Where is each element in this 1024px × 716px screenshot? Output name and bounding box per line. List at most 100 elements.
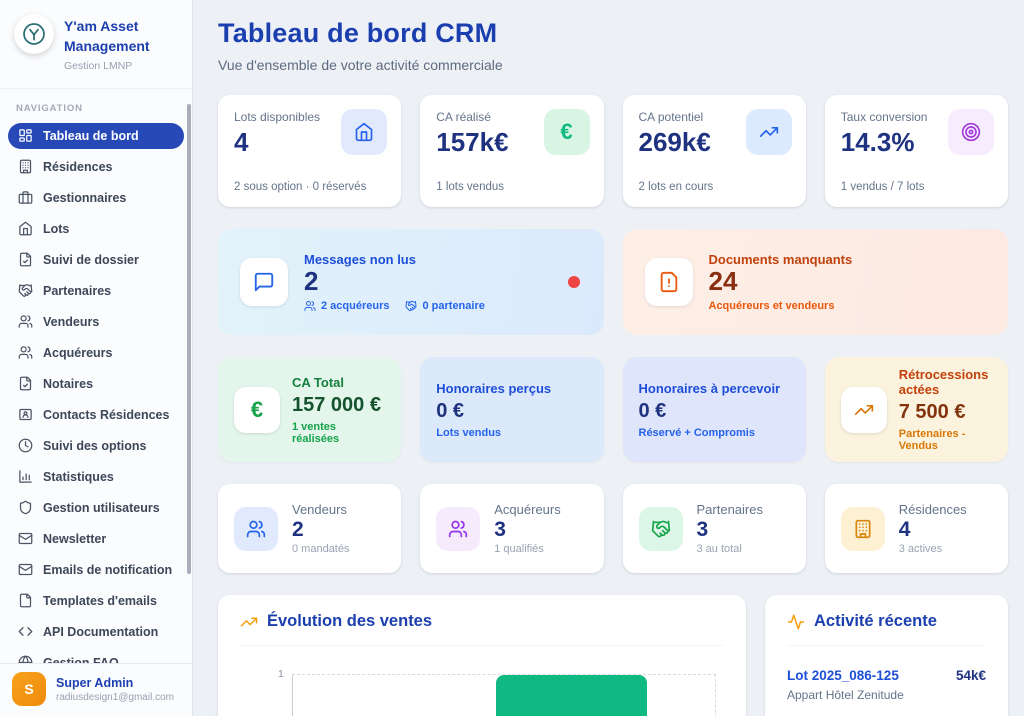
brand: Y'am Asset Management Gestion LMNP — [0, 0, 192, 89]
activity-item-subtitle: Appart Hôtel Zenitude — [787, 688, 904, 702]
activity-item-amount: 54k€ — [955, 668, 986, 683]
chart-plot-area — [292, 674, 716, 716]
kpi-sub: 2 lots en cours — [638, 181, 714, 193]
fin-sub: Lots vendus — [436, 426, 502, 439]
sidebar-item-vendeurs[interactable]: Vendeurs — [8, 309, 184, 335]
entities-row: Vendeurs 2 0 mandatés Acquéreurs 3 1 qua… — [218, 484, 1008, 573]
sidebar-item-label: Suivi des options — [43, 438, 147, 453]
kpi-label: Lots disponibles — [234, 110, 321, 124]
ent-label: Acquéreurs — [494, 502, 561, 517]
chart-bar — [495, 675, 648, 716]
sidebar-item-tableau-de-bord[interactable]: Tableau de bord — [8, 122, 184, 149]
ent-sub: 1 qualifiés — [494, 543, 544, 555]
unread-indicator-dot — [567, 276, 580, 288]
sidebar-item-templates-emails[interactable]: Templates d'emails — [8, 588, 184, 614]
sidebar-item-label: Vendeurs — [43, 314, 100, 329]
brand-subtitle: Gestion LMNP — [64, 59, 133, 72]
fin-value: 0 € — [436, 399, 465, 422]
sidebar-item-label: Tableau de bord — [43, 128, 139, 143]
kpi-value: 4 — [234, 127, 249, 157]
kpi-card-ca-potentiel: CA potentiel 269k€ 2 lots en cours — [622, 95, 806, 207]
sidebar-item-label: Statistiques — [43, 469, 114, 484]
activity-item-title: Lot 2025_086-125 — [787, 668, 899, 683]
sidebar-item-label: Newsletter — [43, 531, 107, 546]
sidebar-item-gestionnaires[interactable]: Gestionnaires — [8, 185, 184, 211]
fin-sub: 1 ventes réalisées — [292, 420, 340, 445]
handshake-icon — [638, 506, 683, 551]
ent-label: Partenaires — [696, 502, 763, 517]
partenaires-card: Partenaires 3 3 au total — [622, 484, 806, 573]
kpi-sub: 2 sous option · 0 réservés — [234, 181, 367, 193]
ent-sub: 0 mandatés — [292, 543, 350, 555]
ent-sub: 3 au total — [696, 543, 742, 555]
fin-value: 0 € — [638, 399, 667, 422]
mail-icon — [18, 562, 33, 577]
bottom-row: Évolution des ventes 1 Activité récente … — [218, 595, 1008, 716]
kpi-card-lots-disponibles: Lots disponibles 4 2 sous option · 0 rés… — [218, 95, 402, 207]
dashboard-icon — [18, 128, 33, 143]
mail-icon — [18, 531, 33, 546]
page-header: Tableau de bord CRM Vue d'ensemble de vo… — [218, 16, 1008, 95]
home-icon — [341, 109, 388, 155]
fin-value: 7 500 € — [898, 401, 966, 423]
sidebar-item-notaires[interactable]: Notaires — [8, 371, 184, 397]
page-subtitle: Vue d'ensemble de votre activité commerc… — [218, 57, 503, 73]
brand-title: Y'am Asset Management — [64, 18, 150, 55]
documents-sub: Acquéreurs et vendeurs — [708, 299, 835, 312]
sidebar-item-label: Lots — [43, 221, 70, 236]
sidebar-item-newsletter[interactable]: Newsletter — [8, 526, 184, 552]
sidebar-item-suivi-des-options[interactable]: Suivi des options — [8, 433, 184, 459]
honoraires-a-percevoir-card: Honoraires à percevoir 0 € Réservé + Com… — [622, 357, 806, 462]
building-icon — [840, 506, 885, 551]
sidebar-item-label: Gestionnaires — [43, 190, 127, 205]
messages-card[interactable]: Messages non lus 2 2 acquéreurs 0 parten… — [218, 229, 604, 335]
sidebar-item-suivi-de-dossier[interactable]: Suivi de dossier — [8, 247, 184, 273]
sales-evolution-panel: Évolution des ventes 1 — [218, 595, 746, 716]
documents-card[interactable]: Documents manquants 24 Acquéreurs et ven… — [622, 229, 1008, 335]
file-icon — [18, 593, 33, 608]
activity-icon — [787, 613, 805, 631]
activity-item[interactable]: Lot 2025_086-125 54k€ Appart Hôtel Zenit… — [787, 668, 986, 702]
sidebar-item-label: Acquéreurs — [43, 345, 113, 360]
documents-value: 24 — [708, 266, 738, 297]
file-check-icon — [18, 252, 33, 267]
sidebar-item-label: Partenaires — [43, 283, 112, 298]
user-name: Super Admin — [56, 675, 134, 690]
ent-value: 3 — [696, 518, 709, 541]
vendeurs-card: Vendeurs 2 0 mandatés — [218, 484, 402, 573]
kpi-label: CA potentiel — [638, 110, 704, 124]
file-alert-icon — [644, 258, 693, 306]
fin-label: CA Total — [292, 374, 344, 390]
documents-title: Documents manquants — [708, 252, 853, 268]
page-title: Tableau de bord CRM — [218, 18, 498, 48]
y-axis-tick: 1 — [278, 668, 284, 680]
sidebar-item-lots[interactable]: Lots — [8, 216, 184, 242]
fin-value: 157 000 € — [292, 393, 381, 416]
sidebar-scrollbar[interactable] — [187, 104, 191, 574]
sidebar-item-statistiques[interactable]: Statistiques — [8, 464, 184, 490]
users-icon — [18, 345, 33, 360]
home-icon — [18, 221, 33, 236]
sidebar-item-gestion-utilisateurs[interactable]: Gestion utilisateurs — [8, 495, 184, 521]
messages-partenaire: 0 partenaire — [405, 300, 485, 312]
sidebar-item-emails-de-notification[interactable]: Emails de notification — [8, 557, 184, 583]
building-icon — [18, 159, 33, 174]
sidebar-item-acquereurs[interactable]: Acquéreurs — [8, 340, 184, 366]
euro-icon: € — [543, 109, 590, 155]
users-icon — [304, 300, 316, 312]
user-bar[interactable]: S Super Admin radiusdesign1@gmail.com — [0, 663, 192, 716]
kpi-value: 157k€ — [436, 127, 509, 157]
shield-icon — [18, 500, 33, 515]
sidebar-item-contacts-residences[interactable]: Contacts Résidences — [8, 402, 184, 428]
finance-row: € CA Total 157 000 € 1 ventes réalisées … — [218, 357, 1008, 462]
avatar: S — [12, 672, 46, 706]
sidebar-item-label: Emails de notification — [43, 562, 173, 577]
code-icon — [18, 624, 33, 639]
kpi-value: 14.3% — [840, 127, 915, 157]
kpi-sub: 1 lots vendus — [436, 181, 505, 193]
sidebar-item-api-documentation[interactable]: API Documentation — [8, 619, 184, 645]
ent-value: 4 — [898, 518, 911, 541]
euro-icon: € — [234, 386, 280, 433]
sidebar-item-partenaires[interactable]: Partenaires — [8, 278, 184, 304]
sidebar-item-residences[interactable]: Résidences — [8, 154, 184, 180]
